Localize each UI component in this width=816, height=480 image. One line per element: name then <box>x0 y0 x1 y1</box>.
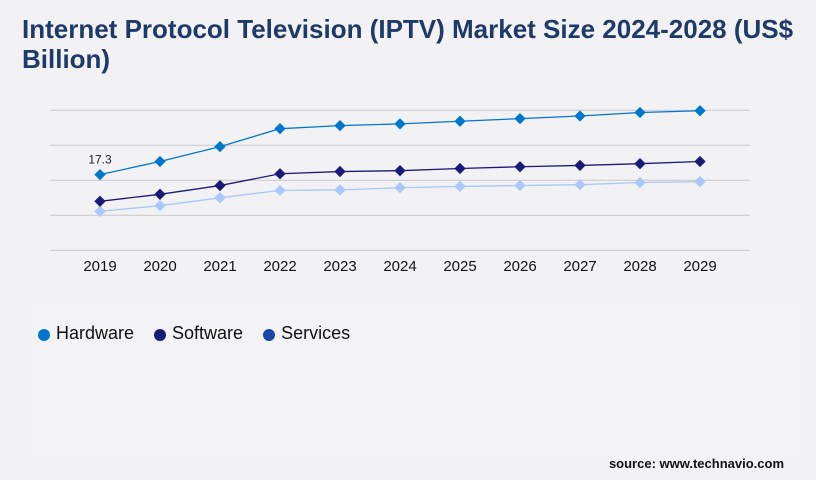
data-point-hardware <box>514 112 526 125</box>
data-point-hardware <box>574 110 586 122</box>
data-point-services <box>394 182 406 194</box>
source-text: source: www.technavio.com <box>608 456 784 471</box>
x-tick-label: 2025 <box>443 258 476 275</box>
data-point-services <box>334 184 346 196</box>
data-point-hardware <box>694 105 706 117</box>
data-point-hardware <box>634 106 646 119</box>
data-point-software <box>574 159 586 172</box>
x-tick-label: 2028 <box>623 258 656 275</box>
x-tick-label: 2027 <box>563 258 596 275</box>
data-point-services <box>454 180 466 193</box>
data-point-services <box>214 192 226 204</box>
data-point-software <box>94 195 106 207</box>
legend-item-services: Services <box>263 323 350 344</box>
data-point-hardware <box>454 115 466 127</box>
x-tick-label: 2026 <box>503 258 536 275</box>
legend-panel <box>30 300 800 460</box>
data-point-hardware <box>394 118 406 130</box>
data-point-software <box>454 162 466 175</box>
data-point-hardware <box>154 155 166 168</box>
data-point-services <box>154 200 166 212</box>
legend-marker-icon <box>38 329 50 341</box>
legend-label: Services <box>281 323 351 343</box>
data-point-software <box>634 158 646 170</box>
data-point-software <box>274 168 286 180</box>
data-point-services <box>634 176 646 189</box>
data-point-hardware <box>334 119 346 132</box>
data-point-hardware <box>214 140 226 153</box>
data-point-software <box>334 165 346 178</box>
data-point-software <box>214 179 226 192</box>
legend-marker-icon <box>263 329 276 341</box>
data-point-services <box>514 179 526 192</box>
data-point-services <box>694 175 706 188</box>
x-tick-label: 2024 <box>383 258 416 275</box>
x-tick-label: 2023 <box>323 258 356 275</box>
legend-item-hardware: Hardware <box>38 323 134 344</box>
data-point-software <box>154 188 166 200</box>
data-point-software <box>514 161 526 173</box>
data-point-services <box>574 179 586 191</box>
x-tick-label: 2029 <box>683 258 716 275</box>
data-point-services <box>274 184 286 197</box>
data-point-hardware <box>94 168 106 181</box>
x-tick-label: 2021 <box>203 258 236 275</box>
legend-marker-icon <box>154 329 167 341</box>
legend-label: Hardware <box>56 323 135 343</box>
legend-item-software: Software <box>154 323 243 344</box>
x-tick-label: 2022 <box>263 258 296 275</box>
legend: Hardware Software Services <box>38 323 350 344</box>
data-point-software <box>694 155 706 168</box>
data-point-hardware <box>274 123 286 135</box>
chart-title: Internet Protocol Television (IPTV) Mark… <box>22 14 794 74</box>
legend-label: Software <box>172 323 244 343</box>
data-point-software <box>394 165 406 177</box>
data-label: 17.3 <box>88 153 112 167</box>
x-tick-label: 2019 <box>83 258 116 275</box>
x-tick-label: 2020 <box>143 258 176 275</box>
